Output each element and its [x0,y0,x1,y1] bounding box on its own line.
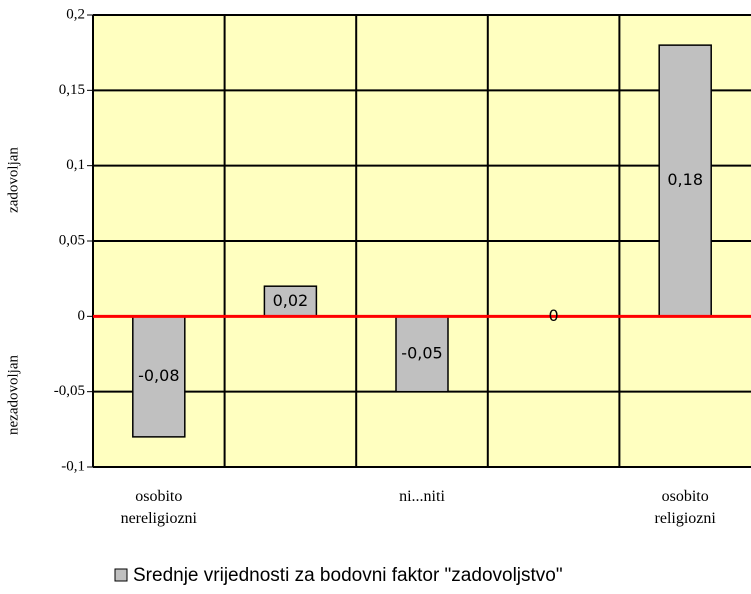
y-axis-label: nezadovoljan [5,355,21,435]
value-label: 0 [549,306,559,325]
bar [395,315,449,393]
y-tick-label: 0 [78,308,86,324]
x-tick-label: osobito nereligiozni [120,488,197,527]
bar [263,285,318,318]
bar [658,44,712,318]
y-axis-label: zadovoljan [5,147,21,213]
value-label: -0,08 [138,366,179,385]
y-tick-label: 0,1 [66,157,85,173]
x-tick-label: osobito religiozni [654,488,716,527]
value-label: 0,02 [273,291,309,310]
value-label: 0,18 [667,170,703,189]
bar [132,315,186,438]
value-label: -0,05 [401,344,442,363]
legend-swatch [114,568,128,582]
y-tick-label: -0,05 [54,383,85,399]
y-tick-label: 0,05 [59,232,85,248]
y-tick-label: -0,1 [61,458,85,474]
y-tick-label: 0,15 [59,82,85,98]
y-tick-label: 0,2 [66,6,85,22]
legend-label: Srednje vrijednosti za bodovni faktor "z… [133,565,563,586]
x-tick-label: ni...niti [399,488,445,505]
